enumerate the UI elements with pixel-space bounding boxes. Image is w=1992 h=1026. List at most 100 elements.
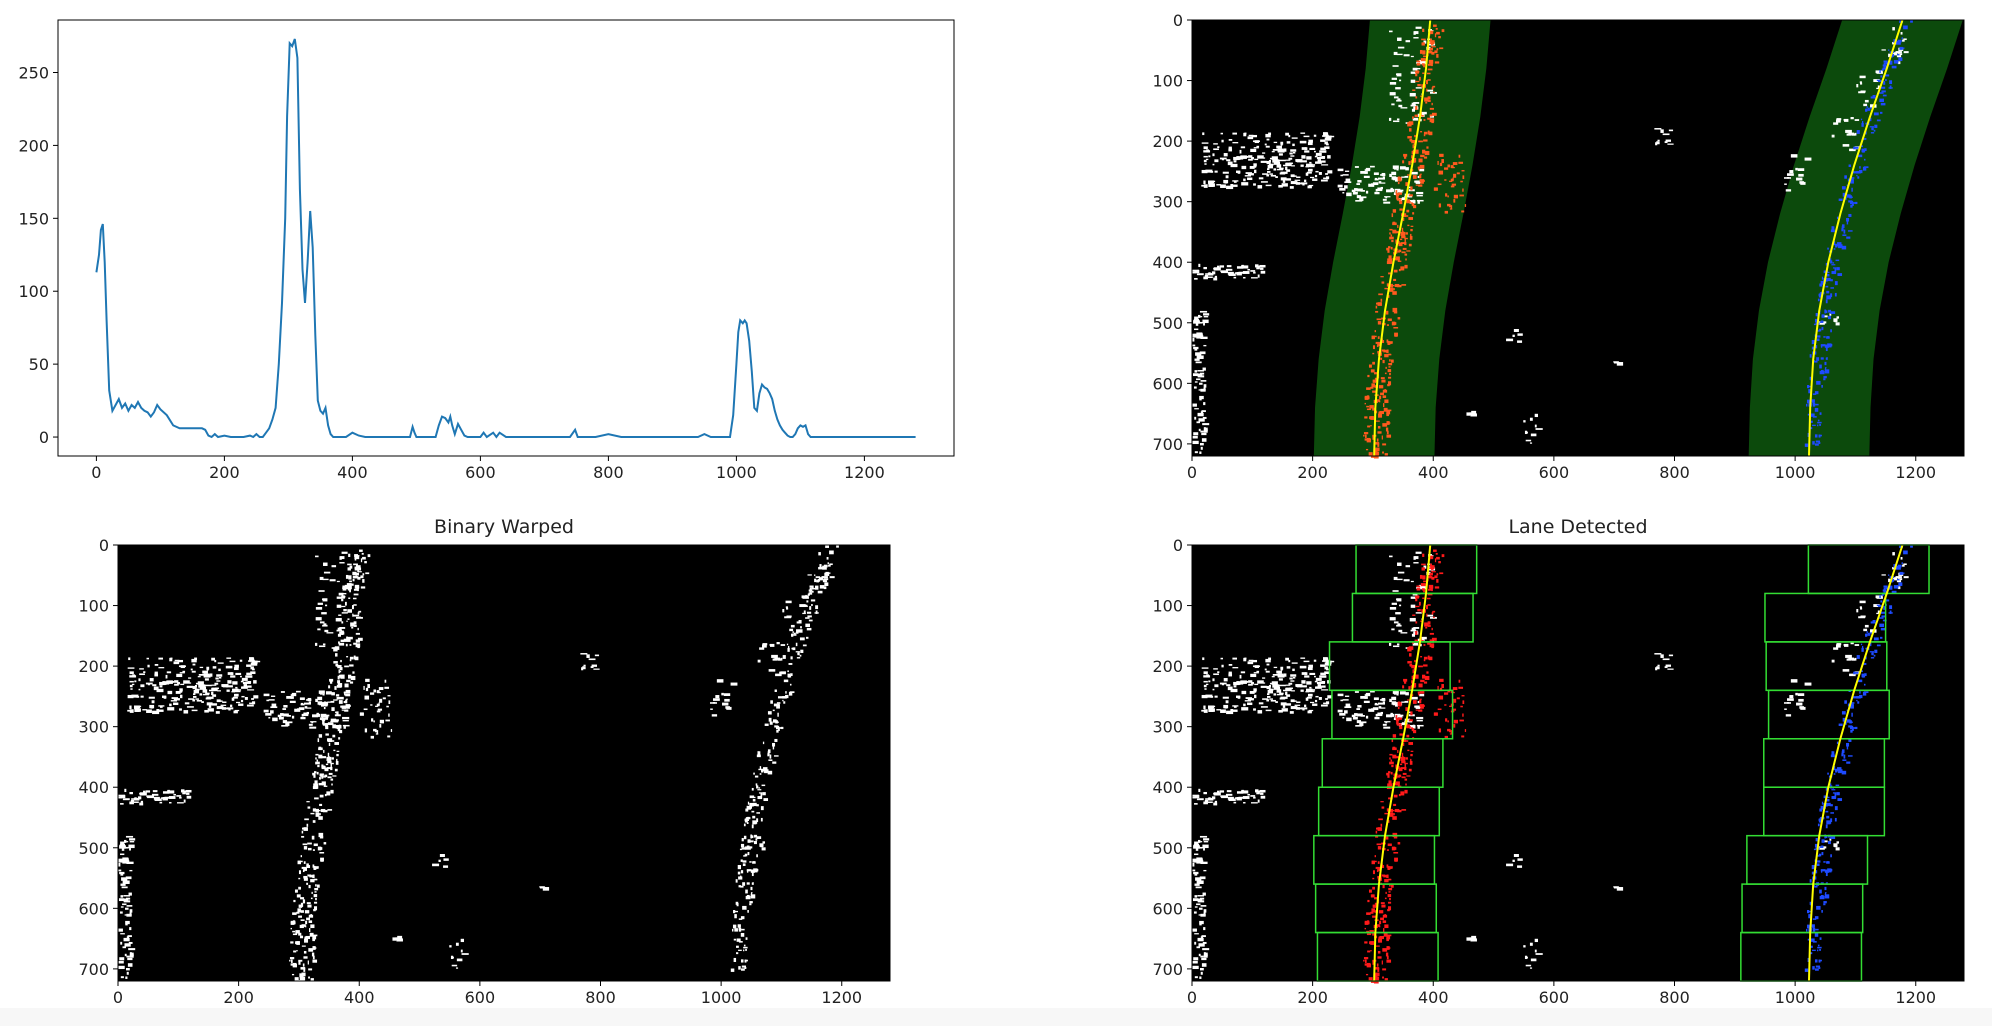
white-blob <box>1291 137 1298 139</box>
white-speck <box>1845 654 1852 658</box>
left-lane-pixels <box>303 877 308 881</box>
left-lane-pixels <box>1377 950 1381 954</box>
white-speck <box>1525 956 1528 959</box>
white-blob <box>1288 162 1293 165</box>
white-blob <box>1389 607 1397 610</box>
right-lane-pixels <box>1874 649 1878 653</box>
left-lane-pixels <box>1364 963 1369 966</box>
white-speck <box>1888 578 1891 583</box>
white-blob <box>180 665 185 669</box>
white-blob <box>1266 168 1270 171</box>
white-edge-noise <box>125 876 132 880</box>
white-blob <box>1285 132 1289 136</box>
white-blob <box>1303 135 1310 138</box>
left-lane-pixels <box>1379 410 1385 415</box>
white-speck <box>1529 967 1533 969</box>
white-edge-noise <box>1200 388 1206 392</box>
right-lane-pixels <box>1889 60 1893 65</box>
white-blob <box>1377 702 1385 705</box>
left-lane-pixels <box>356 563 358 567</box>
white-blob <box>1410 696 1418 700</box>
white-blob <box>1182 270 1185 274</box>
white-blob <box>1342 699 1349 701</box>
white-speck <box>722 702 729 706</box>
white-speck <box>1523 420 1526 423</box>
left-lane-pixels <box>388 700 391 705</box>
left-lane-pixels <box>1402 247 1407 250</box>
left-lane-pixels <box>1406 250 1411 252</box>
white-blob <box>1220 657 1224 660</box>
right-lane-pixels <box>1841 186 1846 190</box>
left-lane-pixels <box>1374 377 1378 382</box>
white-edge-noise <box>119 844 126 848</box>
left-lane-pixels <box>360 558 363 563</box>
white-speck <box>1655 667 1658 671</box>
white-blob <box>1306 156 1312 160</box>
right-lane-pixels <box>1859 691 1861 694</box>
white-speck <box>580 653 588 655</box>
left-lane-pixels <box>1382 914 1388 918</box>
white-blob <box>1232 142 1239 144</box>
left-lane-pixels <box>291 959 293 963</box>
white-edge-noise <box>1196 335 1204 339</box>
white-blob <box>1291 165 1295 167</box>
white-blob <box>1306 163 1313 167</box>
right-lane-pixels <box>1881 615 1886 618</box>
left-lane-pixels <box>1421 63 1425 66</box>
right-lane-pixels <box>1819 364 1822 369</box>
white-blob <box>1364 696 1368 699</box>
left-lane-pixels <box>1438 695 1444 700</box>
axes-frame <box>57 19 955 457</box>
right-lane-pixels <box>772 745 775 750</box>
left-lane-pixels <box>1381 806 1385 809</box>
white-blob <box>1241 264 1244 268</box>
left-lane-pixels <box>1447 203 1451 207</box>
left-lane-pixels <box>1407 136 1412 139</box>
white-speck <box>1835 322 1840 326</box>
white-edge-noise <box>1198 943 1205 947</box>
left-lane-pixels <box>344 691 346 696</box>
left-lane-pixels <box>1387 318 1392 322</box>
right-lane-pixels <box>1817 855 1820 857</box>
left-lane-pixels <box>1393 803 1397 807</box>
right-lane-pixels <box>807 615 812 618</box>
left-lane-pixels <box>324 717 329 720</box>
white-blob <box>1320 179 1328 182</box>
white-blob <box>1275 176 1278 178</box>
white-blob <box>222 685 228 688</box>
right-lane-pixels <box>1861 120 1864 124</box>
white-blob <box>1221 158 1225 161</box>
white-edge-noise <box>1199 372 1205 375</box>
white-blob <box>1300 160 1307 163</box>
white-blob <box>1417 201 1420 204</box>
white-blob <box>186 685 193 688</box>
white-blob <box>352 614 360 617</box>
white-edge-noise <box>128 941 133 944</box>
white-edge-noise <box>1199 923 1202 926</box>
white-blob <box>330 718 337 722</box>
right-lane-pixels <box>1812 949 1816 951</box>
right-lane-pixels <box>1891 590 1897 594</box>
image-background <box>118 545 890 981</box>
white-blob <box>1207 797 1214 801</box>
white-edge-noise <box>118 898 125 902</box>
white-blob <box>228 708 231 711</box>
right-lane-pixels <box>1817 419 1820 422</box>
white-blob <box>1346 717 1352 722</box>
right-lane-pixels <box>774 738 778 742</box>
white-blob <box>251 698 255 700</box>
left-lane-pixels <box>1395 717 1400 722</box>
white-blob <box>352 571 357 576</box>
left-lane-pixels <box>1392 285 1395 287</box>
white-blob <box>1225 793 1233 796</box>
right-lane-pixels <box>1879 636 1883 639</box>
left-lane-pixels <box>1407 224 1410 227</box>
left-lane-pixels <box>1386 947 1391 949</box>
white-blob <box>1375 713 1378 717</box>
left-lane-pixels <box>1412 614 1416 616</box>
white-blob <box>1273 168 1277 171</box>
right-lane-pixels <box>1815 965 1821 968</box>
white-blob <box>1250 673 1257 678</box>
right-lane-pixels <box>735 879 738 883</box>
white-blob <box>207 708 214 712</box>
